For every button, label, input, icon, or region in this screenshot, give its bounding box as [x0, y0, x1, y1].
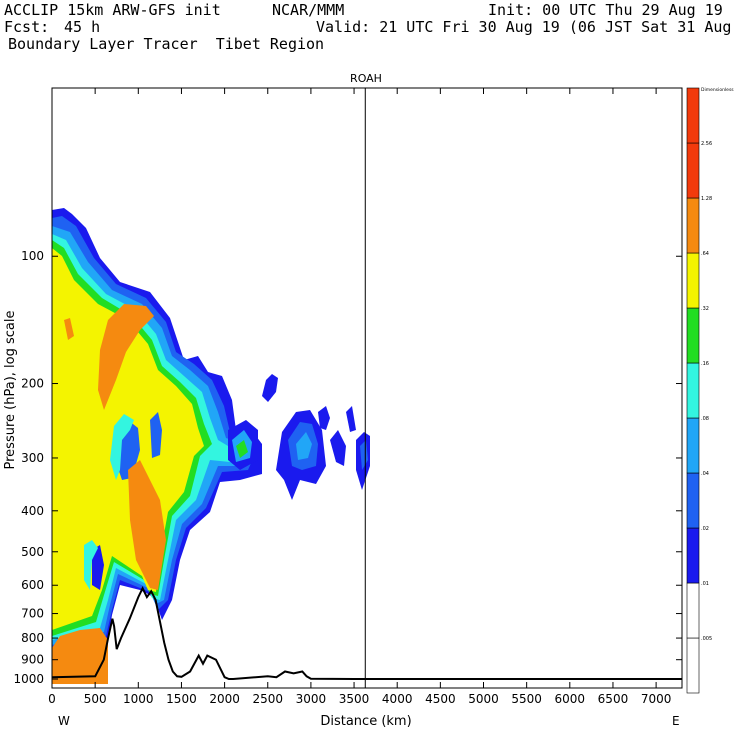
- colorbar-swatch: [686, 197, 700, 254]
- colorbar-swatch: [686, 307, 700, 364]
- contour-hole-3b: [84, 540, 98, 590]
- colorbar-swatch: [686, 87, 700, 144]
- x-tick-label: 6000: [555, 692, 586, 706]
- valid-time: Valid: 21 UTC Fri 30 Aug 19 (06 JST Sat …: [316, 18, 740, 36]
- colorbar-label: .04: [701, 471, 709, 477]
- colorbar-swatch: [686, 527, 700, 584]
- colorbar-title: Dimensionless: [701, 87, 734, 93]
- contour-hole-2: [150, 412, 162, 458]
- x-tick-label: 4000: [382, 692, 413, 706]
- colorbar-label: .01: [701, 581, 709, 587]
- tracer-field: [52, 208, 370, 684]
- colorbar-swatch: [686, 417, 700, 474]
- x-tick-label: 5500: [511, 692, 542, 706]
- x-tick-label: 1500: [166, 692, 197, 706]
- y-tick-label: 700: [21, 607, 44, 621]
- x-end-label-east: E: [672, 714, 680, 728]
- y-tick-label: 200: [21, 377, 44, 391]
- cell-4: [330, 430, 346, 466]
- y-tick-label: 500: [21, 545, 44, 559]
- cell-6b: [360, 440, 368, 470]
- contour-hole-3: [92, 545, 104, 590]
- product-title: Boundary Layer Tracer Tibet Region: [8, 35, 325, 53]
- contour-orange-left: [64, 318, 74, 340]
- cell-5: [346, 406, 356, 432]
- fcst-label: Fcst:: [4, 18, 50, 36]
- colorbar-swatch: [686, 582, 700, 639]
- colorbar-swatch: [686, 472, 700, 529]
- model-title: ACCLIP 15km ARW-GFS init: [4, 1, 221, 19]
- x-axis-label: Distance (km): [320, 714, 411, 729]
- cell-1: [262, 374, 278, 402]
- colorbar: .005 .01 .02 .04 .08 .16 .32 .64 1.28 2.56 Dimensi…: [686, 87, 734, 694]
- terrain-line: [52, 586, 682, 680]
- y-tick-label: 100: [21, 249, 44, 263]
- contour-orange-upper: [98, 304, 154, 410]
- x-tick-label: 6500: [598, 692, 629, 706]
- colorbar-swatch: [686, 637, 700, 694]
- x-tick-label: 1000: [123, 692, 154, 706]
- y-tick-label: 300: [21, 451, 44, 465]
- colorbar-label: .32: [701, 306, 709, 312]
- contour-orange-lower: [52, 628, 108, 684]
- x-tick-label: 2000: [209, 692, 240, 706]
- x-tick-label: 5000: [468, 692, 499, 706]
- y-ticks: 100 200 300 400 500 600 700 800 900 1000: [13, 249, 682, 686]
- x-tick-label: 500: [84, 692, 107, 706]
- y-tick-label: 800: [21, 631, 44, 645]
- x-tick-label: 3500: [339, 692, 370, 706]
- colorbar-label: .005: [701, 636, 712, 642]
- x-tick-label: 3000: [296, 692, 327, 706]
- contour-orange-mid: [128, 460, 166, 590]
- x-tick-label: 4500: [425, 692, 456, 706]
- colorbar-label: .08: [701, 416, 709, 422]
- y-tick-label: 1000: [13, 672, 44, 686]
- x-ticks: 0 500 1000 1500 2000 2500 3000 3500 4000 4500 5000…: [48, 88, 671, 706]
- y-tick-label: 400: [21, 504, 44, 518]
- x-end-label-west: W: [58, 714, 70, 728]
- colorbar-label: .64: [701, 251, 709, 257]
- colorbar-label: .02: [701, 526, 709, 532]
- colorbar-swatch: [686, 252, 700, 309]
- init-time: Init: 00 UTC Thu 29 Aug 19: [488, 1, 723, 19]
- contour-hole-1b: [110, 414, 134, 480]
- plot-frame: [51, 87, 683, 689]
- colorbar-label: .16: [701, 361, 709, 367]
- colorbar-swatch: [686, 362, 700, 419]
- y-axis-label: Pressure (hPa), log scale: [3, 311, 18, 470]
- y-tick-label: 600: [21, 578, 44, 592]
- fcst-value: 45 h: [64, 18, 101, 36]
- x-tick-label: 7000: [641, 692, 672, 706]
- chart-title: ROAH: [350, 72, 382, 85]
- cell-3: [318, 406, 330, 430]
- colorbar-label: 2.56: [701, 141, 712, 147]
- cell-7c: [236, 440, 248, 458]
- y-tick-label: 900: [21, 653, 44, 667]
- cell-2c: [296, 432, 312, 460]
- org-label: NCAR/MMM: [272, 1, 345, 19]
- x-tick-label: 2500: [252, 692, 283, 706]
- colorbar-label: 1.28: [701, 196, 712, 202]
- x-tick-label: 0: [48, 692, 56, 706]
- colorbar-swatch: [686, 142, 700, 199]
